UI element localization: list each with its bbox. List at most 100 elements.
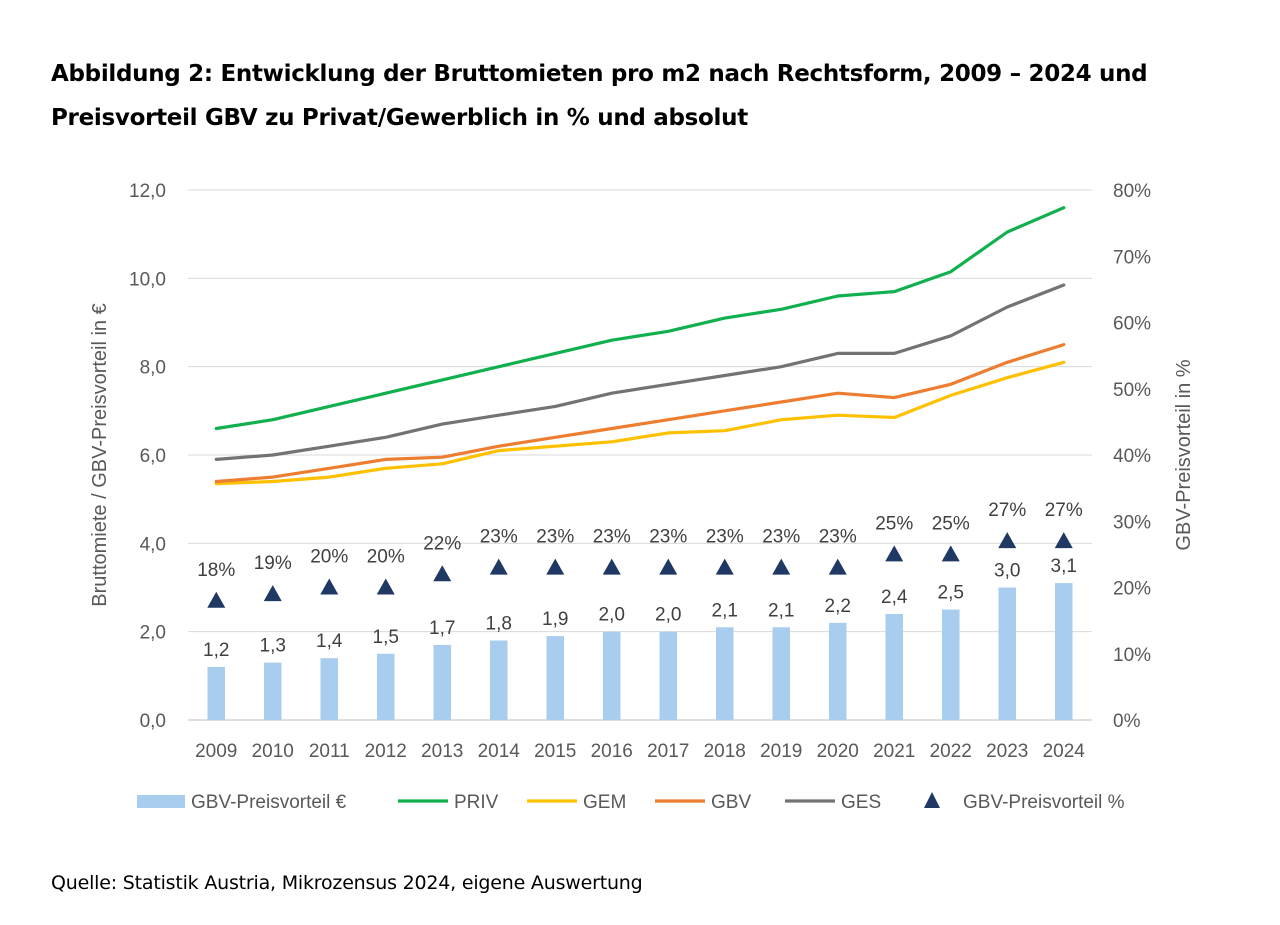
legend: GBV-Preisvorteil € PRIV GEM GBV GES GBV-Preis…	[137, 792, 1125, 813]
data-labels: 1,2 1,3 1,4 1,5 1,7 1,8 1,9 2,0 2,0 2,1 2,1 2,2 2,4 2…	[197, 500, 1083, 661]
percent-data-label: 23%	[706, 527, 744, 548]
triangle-marker	[1054, 532, 1073, 549]
triangle-marker	[546, 558, 565, 575]
triangle-marker	[320, 578, 339, 595]
axes: 0,0 2,0 4,0 6,0 8,0 10,0 12,0 0% 10% 20% 30% 40% 50%…	[129, 181, 1151, 762]
legend-label: GEM	[583, 792, 626, 813]
bar-series	[207, 583, 1073, 720]
line-series-priv	[214, 206, 1066, 431]
bar	[772, 627, 791, 720]
y2-tick-label: 80%	[1113, 181, 1151, 202]
triangle-marker	[941, 545, 960, 562]
x-tick-label: 2009	[195, 741, 237, 762]
percent-data-label: 23%	[536, 527, 574, 548]
legend-swatch-triangle	[924, 792, 940, 808]
percent-data-label: 25%	[875, 513, 913, 534]
percent-data-label: 25%	[932, 513, 970, 534]
bar-data-label: 1,9	[542, 609, 568, 630]
y2-tick-label: 10%	[1113, 645, 1151, 666]
triangle-marker	[772, 558, 791, 575]
y-tick-label: 6,0	[140, 446, 166, 467]
triangle-marker	[376, 578, 395, 595]
percent-data-label: 19%	[254, 553, 292, 574]
x-tick-label: 2012	[365, 741, 407, 762]
percent-data-label: 18%	[197, 560, 235, 581]
percent-data-label: 27%	[988, 500, 1026, 521]
x-tick-label: 2010	[252, 741, 294, 762]
y2-tick-label: 50%	[1113, 380, 1151, 401]
percent-data-label: 20%	[310, 547, 348, 568]
legend-label: GES	[841, 792, 881, 813]
triangle-marker	[207, 591, 226, 608]
bar	[715, 627, 734, 720]
percent-data-label: 22%	[423, 533, 461, 554]
y2-tick-label: 0%	[1113, 711, 1141, 732]
y-tick-label: 8,0	[140, 358, 166, 379]
y2-tick-label: 70%	[1113, 247, 1151, 268]
triangle-marker	[602, 558, 621, 575]
x-tick-label: 2021	[873, 741, 915, 762]
bar-data-label: 1,2	[203, 640, 229, 661]
legend-label: PRIV	[454, 792, 499, 813]
triangle-marker	[263, 585, 282, 602]
percent-data-label: 20%	[367, 547, 405, 568]
gridlines	[188, 189, 1092, 721]
bar	[885, 614, 904, 720]
bar-data-label: 2,0	[655, 605, 681, 626]
bar	[941, 609, 960, 720]
figure-title: Abbildung 2: Entwicklung der Bruttomiete…	[51, 52, 1241, 140]
y2-axis-title: GBV-Preisvorteil in %	[1173, 359, 1195, 550]
bar-data-label: 1,8	[486, 614, 512, 635]
bar	[1054, 583, 1073, 720]
bar	[546, 636, 565, 720]
x-tick-label: 2013	[421, 741, 463, 762]
bar-data-label: 1,3	[260, 636, 286, 657]
x-tick-label: 2024	[1043, 741, 1086, 762]
x-tick-label: 2019	[760, 741, 802, 762]
bar-data-label: 1,5	[373, 627, 399, 648]
source-note: Quelle: Statistik Austria, Mikrozensus 2…	[51, 872, 643, 894]
bar	[207, 667, 226, 720]
figure-title-line-2: Preisvorteil GBV zu Privat/Gewerblich in…	[51, 105, 748, 131]
triangle-marker	[885, 545, 904, 562]
marker-series	[207, 532, 1073, 608]
x-tick-label: 2023	[986, 741, 1028, 762]
x-tick-label: 2022	[930, 741, 972, 762]
bar	[433, 644, 452, 720]
percent-data-label: 23%	[593, 527, 631, 548]
bar	[376, 653, 395, 720]
line-series-gbv	[214, 343, 1066, 484]
percent-data-label: 23%	[649, 527, 687, 548]
bar-data-label: 3,1	[1051, 556, 1077, 577]
bar-data-label: 2,2	[825, 596, 851, 617]
x-tick-label: 2015	[534, 741, 576, 762]
y-tick-label: 2,0	[140, 623, 166, 644]
legend-label: GBV	[711, 792, 751, 813]
bar	[489, 640, 508, 720]
triangle-marker	[998, 532, 1017, 549]
figure-title-line-1: Abbildung 2: Entwicklung der Bruttomiete…	[51, 61, 1148, 87]
bar	[263, 662, 282, 720]
bar-data-label: 2,1	[712, 600, 738, 621]
y-axis-title: Bruttomiete / GBV-Preisvorteil in €	[89, 303, 111, 606]
x-tick-label: 2020	[817, 741, 859, 762]
bar-data-label: 1,7	[429, 618, 455, 639]
bar	[320, 658, 339, 720]
bar	[998, 587, 1017, 720]
y2-tick-label: 40%	[1113, 446, 1151, 467]
bar-data-label: 2,1	[768, 600, 794, 621]
x-tick-label: 2018	[704, 741, 746, 762]
percent-data-label: 27%	[1045, 500, 1083, 521]
bar	[659, 631, 678, 720]
y-tick-label: 12,0	[129, 181, 166, 202]
y-tick-label: 0,0	[140, 711, 166, 732]
y2-tick-label: 20%	[1113, 579, 1151, 600]
bar	[828, 622, 847, 720]
triangle-marker	[828, 558, 847, 575]
x-tick-label: 2017	[647, 741, 689, 762]
x-tick-label: 2016	[591, 741, 633, 762]
line-series-ges	[214, 283, 1066, 461]
percent-data-label: 23%	[762, 527, 800, 548]
triangle-marker	[433, 565, 452, 582]
